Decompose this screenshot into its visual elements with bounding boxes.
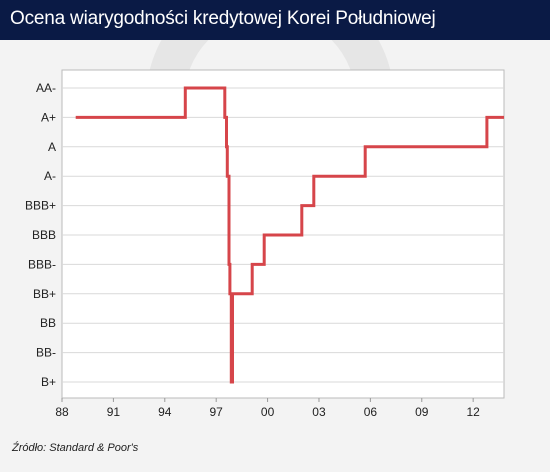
y-tick-label: BB- [36, 346, 56, 360]
y-tick-label: BB+ [33, 287, 56, 301]
series-line-0 [75, 86, 504, 384]
chart-title: Ocena wiarygodności kredytowej Korei Poł… [10, 8, 436, 29]
x-tick-label: 12 [466, 405, 480, 419]
y-tick-label: BBB- [28, 257, 56, 271]
rating-chart: B+ BB- BB BB+ BBB- BBB BBB+ A- A A+ AA- 88 91 94 97 00… [25, 0, 505, 419]
y-tick-label: BB [40, 316, 56, 330]
x-tick-label: 97 [210, 405, 224, 419]
series-layer [75, 86, 504, 384]
x-tick-label: 06 [364, 405, 378, 419]
y-tick-label: A+ [41, 110, 56, 124]
x-tick-label: 09 [415, 405, 429, 419]
x-axis: 88 91 94 97 00 03 06 09 12 [55, 398, 480, 419]
x-tick-label: 00 [261, 405, 275, 419]
y-tick-label: B+ [41, 375, 56, 389]
x-tick-label: 03 [312, 405, 326, 419]
grid [62, 87, 504, 383]
y-tick-label: A [48, 140, 56, 154]
x-tick-label: 88 [55, 405, 69, 419]
y-tick-label: BBB+ [25, 199, 56, 213]
x-tick-label: 94 [158, 405, 172, 419]
x-tick-label: 91 [107, 405, 121, 419]
chart-area: B+ BB- BB BB+ BBB- BBB BBB+ A- A A+ AA- 88 91 94 97 00… [0, 0, 550, 440]
y-tick-label: AA- [36, 81, 56, 95]
y-tick-label: BBB [32, 228, 56, 242]
title-bar: Ocena wiarygodności kredytowej Korei Poł… [0, 0, 550, 40]
y-axis: B+ BB- BB BB+ BBB- BBB BBB+ A- A A+ AA- [25, 81, 56, 389]
source-note: Źródło: Standard & Poor's [12, 442, 139, 454]
y-tick-label: A- [44, 169, 56, 183]
